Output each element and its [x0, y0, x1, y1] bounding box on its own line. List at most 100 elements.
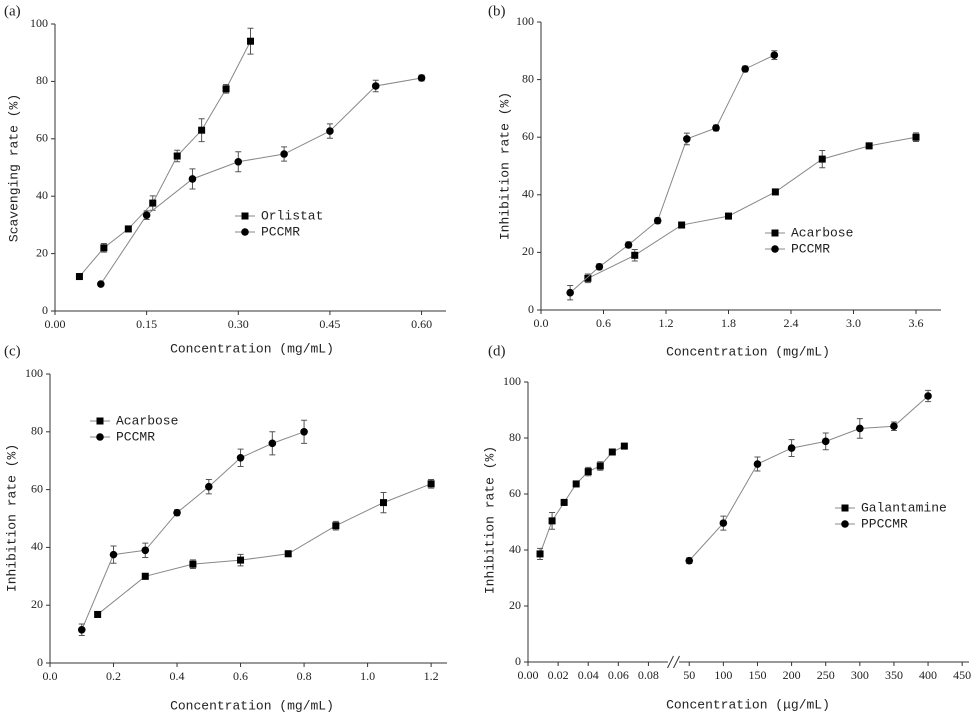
legend-label: PCCMR [116, 429, 155, 444]
marker [189, 560, 197, 568]
marker [624, 241, 633, 249]
y-tick-label: 0 [528, 302, 534, 316]
x-tick-label: 0.08 [638, 668, 659, 682]
marker [284, 550, 292, 558]
y-tick-label: 20 [509, 598, 521, 612]
y-tick-label: 80 [36, 73, 48, 87]
legend-label: PCCMR [261, 224, 300, 239]
x-tick-label: 0.00 [45, 317, 66, 331]
series-line [79, 40, 251, 277]
y-axis-label: Inhibition rate (%) [482, 446, 497, 594]
marker [620, 442, 628, 450]
marker [75, 273, 83, 281]
legend-label: Galantamine [861, 500, 947, 515]
marker [548, 517, 556, 525]
x-tick-label: 2.4 [784, 316, 799, 330]
y-tick-label: 60 [522, 129, 534, 143]
marker [237, 556, 245, 564]
y-tick-label: 40 [31, 539, 43, 553]
marker [771, 245, 779, 253]
x-axis-label: Concentration (mg/mL) [170, 341, 334, 356]
x-tick-label: 0.4 [170, 669, 185, 683]
marker [326, 127, 334, 135]
y-tick-label: 100 [30, 16, 48, 30]
x-tick-label: 0.6 [596, 316, 611, 330]
marker [77, 625, 86, 634]
y-axis-label: Scavenging rate (%) [6, 94, 21, 242]
marker [566, 288, 574, 297]
legend-label: Acarbose [791, 225, 853, 240]
marker [572, 480, 580, 488]
marker [141, 546, 150, 555]
marker [198, 126, 206, 134]
y-tick-label: 0 [42, 303, 48, 317]
marker [770, 51, 779, 59]
x-tick-label: 0.30 [228, 317, 249, 331]
x-tick-label: 1.0 [360, 669, 375, 683]
panel-title: (a) [4, 3, 21, 19]
y-axis-label: Inhibition rate (%) [497, 92, 512, 240]
x-tick-label: 0.04 [578, 668, 599, 682]
series-line [688, 395, 929, 561]
marker [142, 211, 151, 219]
y-tick-label: 20 [522, 244, 534, 258]
y-tick-label: 80 [31, 424, 43, 438]
x-tick-label: 0.0 [43, 669, 58, 683]
x-tick-label: 3.6 [909, 316, 924, 330]
series-line [97, 483, 432, 615]
marker [100, 244, 108, 252]
marker [595, 263, 604, 271]
y-tick-label: 80 [509, 430, 521, 444]
marker [584, 274, 592, 282]
marker [712, 124, 720, 132]
marker [141, 572, 149, 580]
marker [241, 228, 249, 236]
x-tick-label: 0.6 [233, 669, 248, 683]
x-tick-label: 1.8 [721, 316, 736, 330]
marker [97, 280, 105, 288]
marker [771, 188, 779, 196]
axis-break [673, 655, 680, 669]
marker [771, 229, 779, 237]
panel-title: (c) [4, 343, 21, 359]
x-tick-label: 0.06 [608, 668, 629, 682]
axis-break [667, 655, 674, 669]
marker [608, 448, 616, 456]
y-tick-label: 40 [522, 187, 534, 201]
marker [188, 175, 197, 183]
x-tick-label: 250 [817, 668, 835, 682]
marker [205, 482, 213, 491]
x-tick-label: 0.15 [136, 317, 157, 331]
series-line [569, 54, 775, 294]
marker [912, 133, 920, 141]
marker [865, 142, 873, 150]
legend-label: PCCMR [791, 241, 830, 256]
marker [247, 37, 254, 45]
marker [821, 437, 830, 446]
y-tick-label: 100 [516, 14, 534, 28]
x-axis-label: Concentration (mg/mL) [666, 344, 830, 359]
y-tick-label: 60 [36, 131, 48, 145]
x-axis-label: Concentration (μg/mL) [666, 697, 830, 712]
marker [685, 556, 694, 565]
x-tick-label: 300 [851, 668, 869, 682]
panel-title: (b) [488, 3, 506, 19]
y-tick-label: 100 [25, 366, 43, 380]
marker [222, 85, 230, 93]
marker [241, 212, 249, 220]
legend-label: PPCCMR [861, 516, 908, 531]
legend-label: Orlistat [261, 208, 323, 223]
marker [890, 422, 898, 431]
series-line [587, 136, 917, 279]
marker [787, 444, 796, 452]
y-tick-label: 20 [31, 597, 43, 611]
x-tick-label: 0.02 [548, 668, 569, 682]
x-tick-label: 1.2 [659, 316, 674, 330]
marker [753, 460, 762, 468]
marker [653, 216, 662, 225]
marker [149, 199, 157, 207]
marker [841, 504, 849, 512]
y-tick-label: 100 [503, 374, 521, 388]
x-tick-label: 0.8 [297, 669, 312, 683]
series-line [539, 445, 625, 555]
